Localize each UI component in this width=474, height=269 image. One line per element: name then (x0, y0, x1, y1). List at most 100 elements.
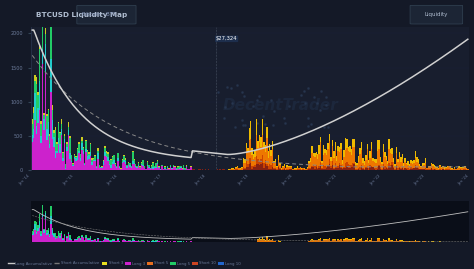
Bar (330, 241, 332, 242)
Bar (278, 241, 279, 242)
Bar (129, 240, 131, 241)
Bar (177, 241, 179, 242)
Text: Jan '21: Jan '21 (326, 174, 337, 186)
Bar (164, 241, 165, 242)
Bar (222, 174, 224, 242)
Bar (384, 169, 385, 170)
Bar (90, 236, 91, 238)
Bar (297, 167, 298, 168)
Bar (252, 240, 253, 242)
Bar (445, 169, 447, 170)
Bar (266, 164, 267, 166)
Text: Bitcoin - BTC: Bitcoin - BTC (82, 12, 116, 17)
Bar (415, 151, 416, 158)
Bar (146, 161, 148, 162)
Bar (375, 163, 377, 168)
Bar (64, 234, 65, 235)
Bar (45, 29, 46, 34)
Bar (75, 161, 77, 170)
Bar (252, 154, 253, 166)
Bar (99, 241, 100, 242)
Bar (458, 168, 460, 170)
Bar (332, 239, 333, 242)
Bar (139, 241, 141, 242)
Bar (388, 149, 390, 163)
Bar (250, 236, 252, 239)
Bar (248, 239, 250, 242)
Bar (55, 127, 56, 130)
Bar (236, 174, 237, 242)
Bar (65, 168, 66, 169)
Bar (295, 168, 297, 169)
Bar (129, 163, 131, 165)
Bar (78, 151, 80, 153)
Bar (393, 168, 394, 170)
Bar (361, 142, 362, 150)
Bar (362, 163, 364, 168)
Bar (373, 161, 374, 167)
Bar (263, 163, 264, 168)
Bar (323, 169, 324, 170)
Bar (40, 121, 42, 124)
Bar (35, 93, 36, 120)
Bar (278, 240, 279, 241)
Bar (281, 169, 282, 170)
Bar (289, 167, 291, 169)
Bar (85, 235, 87, 237)
Bar (189, 169, 191, 170)
Bar (337, 166, 339, 168)
Bar (96, 166, 97, 167)
Bar (250, 158, 252, 163)
Bar (358, 240, 359, 241)
Bar (345, 138, 346, 150)
Bar (91, 158, 93, 160)
Bar (324, 153, 326, 167)
Bar (355, 169, 356, 170)
Bar (43, 233, 45, 242)
Bar (191, 167, 192, 170)
Bar (115, 164, 116, 165)
Bar (253, 154, 255, 159)
Bar (157, 161, 158, 162)
Bar (90, 144, 91, 152)
Bar (246, 239, 247, 240)
Bar (184, 168, 186, 169)
Bar (361, 150, 362, 165)
Bar (267, 151, 269, 158)
Bar (141, 165, 142, 170)
Bar (153, 163, 154, 167)
Bar (80, 240, 81, 242)
Bar (301, 168, 302, 169)
Bar (314, 168, 316, 170)
Bar (161, 166, 163, 167)
Bar (35, 231, 36, 242)
Bar (65, 241, 66, 242)
Text: $27,324: $27,324 (216, 36, 237, 41)
Bar (378, 238, 380, 239)
Bar (199, 174, 201, 242)
Bar (58, 231, 59, 235)
Bar (107, 157, 109, 161)
Bar (460, 169, 461, 170)
Text: Jan '17: Jan '17 (150, 174, 162, 186)
Bar (316, 167, 317, 170)
Bar (174, 166, 176, 167)
Bar (307, 169, 308, 170)
Bar (442, 169, 444, 170)
Bar (46, 232, 47, 235)
Bar (244, 159, 246, 163)
Bar (418, 159, 419, 163)
Bar (365, 168, 366, 170)
Bar (275, 241, 276, 242)
Bar (97, 238, 99, 239)
Bar (263, 239, 264, 242)
Bar (66, 147, 68, 151)
Bar (134, 163, 135, 164)
Bar (255, 151, 256, 157)
Bar (361, 167, 362, 170)
Bar (45, 34, 46, 44)
Bar (266, 139, 267, 164)
Bar (369, 241, 371, 242)
Bar (56, 142, 58, 144)
Bar (314, 157, 316, 166)
